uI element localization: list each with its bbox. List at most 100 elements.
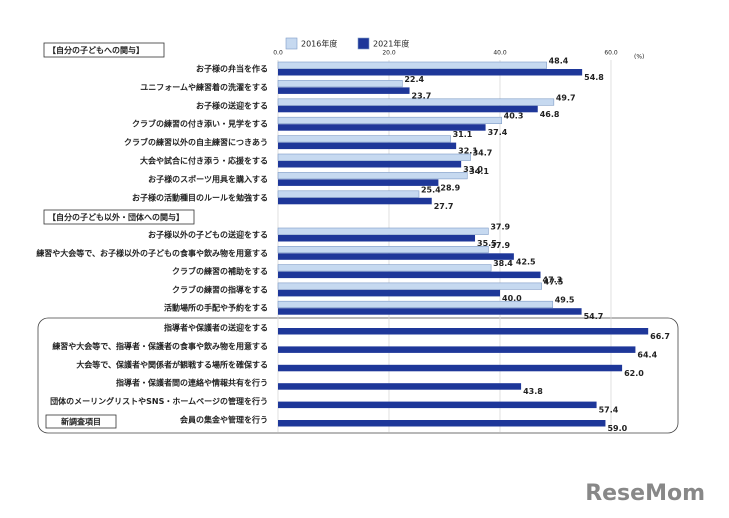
data-label: 23.7 xyxy=(412,91,432,100)
data-label: 47.3 xyxy=(543,276,563,285)
bar xyxy=(278,105,538,113)
section-box xyxy=(43,42,165,58)
bar xyxy=(278,364,623,372)
bar xyxy=(277,190,420,198)
bar xyxy=(278,401,597,409)
y-tick-label: 団体のメーリングリストやSNS・ホームページの管理を行う xyxy=(50,396,268,406)
watermark: ReseMom xyxy=(585,481,705,506)
legend-label: 2016年度 xyxy=(301,39,337,49)
y-tick-label: クラブの練習の補助をする xyxy=(172,266,268,276)
data-label: 47.5 xyxy=(544,277,564,286)
data-label: 49.7 xyxy=(556,93,576,102)
x-tick-label: 40.0 xyxy=(493,50,507,57)
y-tick-label: クラブの練習以外の自主練習につきあう xyxy=(124,137,268,147)
bar xyxy=(278,197,432,205)
bar xyxy=(278,235,476,242)
data-label: 49.5 xyxy=(555,296,575,305)
y-tick-label: お子様の活動種目のルールを勉強する xyxy=(132,192,268,202)
data-label: 27.7 xyxy=(434,202,454,211)
data-label: 46.8 xyxy=(540,110,560,119)
data-label: 22.4 xyxy=(404,75,424,84)
y-tick-label: 指導者や保護者の送迎をする xyxy=(164,323,268,333)
bar xyxy=(277,282,542,290)
section-box xyxy=(43,209,195,225)
section-box xyxy=(45,414,117,429)
bar xyxy=(277,98,555,106)
data-label: 32.1 xyxy=(458,147,478,156)
data-label: 28.9 xyxy=(440,183,460,192)
bar xyxy=(277,153,471,161)
data-label: 34.7 xyxy=(473,149,493,158)
y-tick-label: クラブの練習の付き添い・見学をする xyxy=(132,119,268,129)
data-label: 48.4 xyxy=(549,57,569,66)
bar xyxy=(278,271,541,279)
bar xyxy=(278,142,457,150)
data-label: 40.0 xyxy=(502,294,522,303)
y-tick-label: 練習や大会等で、指導者・保護者の食事や飲み物を用意する xyxy=(52,341,268,351)
x-tick-label: 0.0 xyxy=(273,50,283,57)
y-tick-label: お子様の送迎をする xyxy=(196,100,268,110)
bar xyxy=(277,246,489,254)
bar xyxy=(277,80,403,88)
y-tick-label: お子様の弁当を作る xyxy=(196,64,268,74)
data-label: 42.5 xyxy=(516,257,536,266)
bar xyxy=(278,253,514,260)
bar xyxy=(278,69,583,76)
data-label: 38.4 xyxy=(493,259,513,268)
y-tick-label: 会員の集金や管理を行う xyxy=(180,415,268,425)
bar xyxy=(278,308,582,315)
bar xyxy=(278,87,410,94)
bar xyxy=(278,289,500,297)
data-label: 64.4 xyxy=(637,350,657,359)
bar xyxy=(278,179,439,186)
x-tick-label: 60.0 xyxy=(604,50,618,57)
bar xyxy=(278,124,486,131)
data-label: 54.8 xyxy=(584,73,604,82)
bar xyxy=(278,383,522,390)
bar xyxy=(277,116,502,124)
bar xyxy=(277,227,489,235)
bar xyxy=(278,420,606,427)
data-label: 35.5 xyxy=(477,239,497,248)
x-tick-label: 20.0 xyxy=(382,50,396,57)
y-tick-label: ユニフォームや練習着の洗濯をする xyxy=(140,82,268,92)
y-tick-label: 指導者・保護者間の連絡や情報共有を行う xyxy=(116,378,268,388)
y-tick-label: 練習や大会等で、お子様以外の子どもの食事や飲み物を用意する xyxy=(36,248,268,258)
data-label: 31.1 xyxy=(453,130,473,139)
data-label: 34.1 xyxy=(469,167,489,176)
data-label: 37.4 xyxy=(488,128,508,137)
y-tick-label: 活動場所の手配や予約をする xyxy=(164,303,268,313)
x-unit: (%) xyxy=(634,54,644,61)
section-label: 【自分の子どもへの関与】 xyxy=(48,45,144,55)
section-label: 【自分の子ども以外・団体への関与】 xyxy=(48,212,184,222)
bar xyxy=(277,61,547,69)
bar xyxy=(277,300,554,309)
data-label: 40.3 xyxy=(504,112,524,121)
new-items-box xyxy=(37,317,679,434)
data-label: 59.0 xyxy=(607,424,627,433)
data-label: 33.0 xyxy=(463,165,483,174)
legend-swatch xyxy=(285,37,298,50)
y-tick-label: 大会等で、保護者や関係者が観戦する場所を確保する xyxy=(76,359,268,369)
section-label: 新調査項目 xyxy=(61,417,101,427)
data-label: 25.4 xyxy=(421,185,441,194)
bar xyxy=(277,172,468,180)
data-label: 62.0 xyxy=(624,369,644,378)
y-tick-label: 大会や試合に付き添う・応援をする xyxy=(140,156,268,166)
data-label: 54.7 xyxy=(584,312,604,321)
data-label: 57.4 xyxy=(599,406,619,415)
bar xyxy=(278,161,462,168)
y-tick-label: お子様のスポーツ用具を購入する xyxy=(148,174,268,184)
y-tick-label: クラブの練習の指導をする xyxy=(172,284,268,294)
data-label: 66.7 xyxy=(650,332,670,341)
bar xyxy=(278,328,649,335)
bar xyxy=(277,264,492,272)
data-label: 37.9 xyxy=(490,223,510,232)
data-label: 43.8 xyxy=(523,387,543,396)
legend-label: 2021年度 xyxy=(373,39,409,49)
y-tick-label: お子様以外の子どもの送迎をする xyxy=(148,230,268,240)
bar xyxy=(277,135,451,143)
legend-swatch xyxy=(357,37,370,50)
bar xyxy=(278,346,636,353)
